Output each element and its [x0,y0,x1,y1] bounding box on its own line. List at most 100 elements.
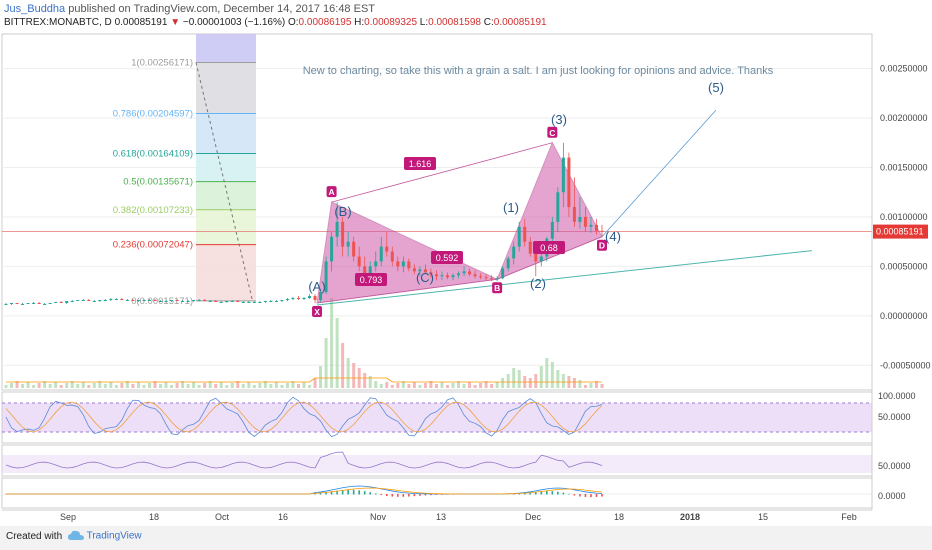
pattern-point-marker [547,126,558,138]
volume-bar [407,384,411,388]
volume-bar [136,382,140,388]
volume-bar [550,362,554,388]
volume-bar [490,384,494,388]
volume-bar [556,370,560,388]
rsi-pane-band [2,455,872,473]
macd-hist-bar [363,491,366,495]
macd-hist-bar [590,494,592,498]
candle-body [335,221,339,237]
candle-body [76,300,80,302]
fib-zone-top [196,34,256,63]
fib-zone [196,181,256,210]
tradingview-logo[interactable]: TradingView [68,530,142,542]
publish-info: Jus_Buddha published on TradingView.com,… [4,3,375,15]
volume-bar [274,382,278,388]
candle-body [517,226,521,247]
time-tick-label: Dec [525,512,542,522]
volume-bar [76,384,80,388]
candle-body [451,275,455,278]
wave-label: (1) [503,200,519,215]
candle-body [98,300,102,302]
candle-body [258,301,262,303]
macd-hist-bar [419,494,421,496]
footer-bar: Created with TradingView [0,526,932,550]
macd-hist-bar [551,491,554,495]
tradingview-cloud-icon [68,530,84,540]
last-price: 0.00085191 [114,17,168,28]
volume-bar [423,383,427,388]
macd-hist-bar [430,494,432,496]
candle-body [32,302,36,304]
wave-label: (B) [334,204,351,219]
volume-bar [302,382,306,388]
candle-body [4,303,8,305]
candle-body [396,261,400,267]
candle-body [197,300,201,302]
candle-body [495,278,499,280]
volume-bar [153,381,157,388]
volume-bar [203,383,207,388]
open-label: O: [287,17,299,28]
time-tick-label: 16 [278,512,288,522]
candle-body [87,300,91,302]
candle-body [556,192,560,222]
macd-hist-bar [435,494,438,495]
candle-body [136,300,140,302]
candle-body [457,273,461,276]
pattern-point-marker [492,282,503,294]
pattern-point-marker [326,186,337,198]
symbol-info: BITTREX:MONABTC, D 0.00085191 ▼ −0.00001… [4,17,547,28]
volume-bar [291,381,295,388]
volume-bar [418,385,422,388]
volume-bar [120,383,124,388]
volume-bar [479,383,483,388]
volume-bar [308,385,312,388]
candle-body [147,300,151,302]
volume-bar [87,385,91,388]
volume-bar [313,378,317,388]
macd-hist-bar [584,494,587,498]
candle-body [164,301,168,302]
volume-bar [32,385,36,388]
fib-level-label: 0.5(0.00135671) [123,177,193,188]
volume-bar [170,385,174,388]
macd-hist-bar [562,492,565,495]
macd-hist-bar [369,492,372,495]
time-tick-label: 15 [758,512,768,522]
volume-bar [54,382,58,388]
author-link[interactable]: Jus_Buddha [4,3,66,15]
candle-body [37,302,41,304]
candle-body [26,302,30,304]
volume-bar [324,338,328,388]
volume-bar [15,381,19,388]
volume-bar [109,382,113,388]
price-tick-label: 0.00000000 [880,311,928,321]
volume-bar [600,384,604,388]
candle-body [434,274,438,277]
volume-bar [440,382,444,388]
candle-body [92,301,96,302]
price-tick-label: 0.00050000 [880,261,928,271]
fib-zone [196,62,256,114]
candle-body [490,278,494,280]
macd-hist-bar [568,493,570,495]
volume-bar [528,378,532,388]
candle-body [346,241,350,247]
price-change: −0.00001003 (−1.16%) [182,17,286,28]
volume-bar [263,381,267,388]
macd-hist-bar [534,492,537,495]
candle-body [81,300,85,302]
candle-body [48,302,52,304]
fib-level-label: 0.236(0.00072047) [113,240,193,251]
pattern-ac-line [331,142,553,203]
candle-body [285,299,289,301]
macd-hist-bar [518,493,521,495]
macd-hist-bar [601,494,603,497]
candle-body [131,300,135,302]
volume-bar [230,383,234,388]
price-chart[interactable]: 0.00250000 0.00200000 0.00150000 0.00100000… [0,0,932,526]
time-tick-label: 13 [436,512,446,522]
volume-bar [21,384,25,388]
open-value: 0.00086195 [298,17,352,28]
macd-hist-bar [347,489,349,495]
